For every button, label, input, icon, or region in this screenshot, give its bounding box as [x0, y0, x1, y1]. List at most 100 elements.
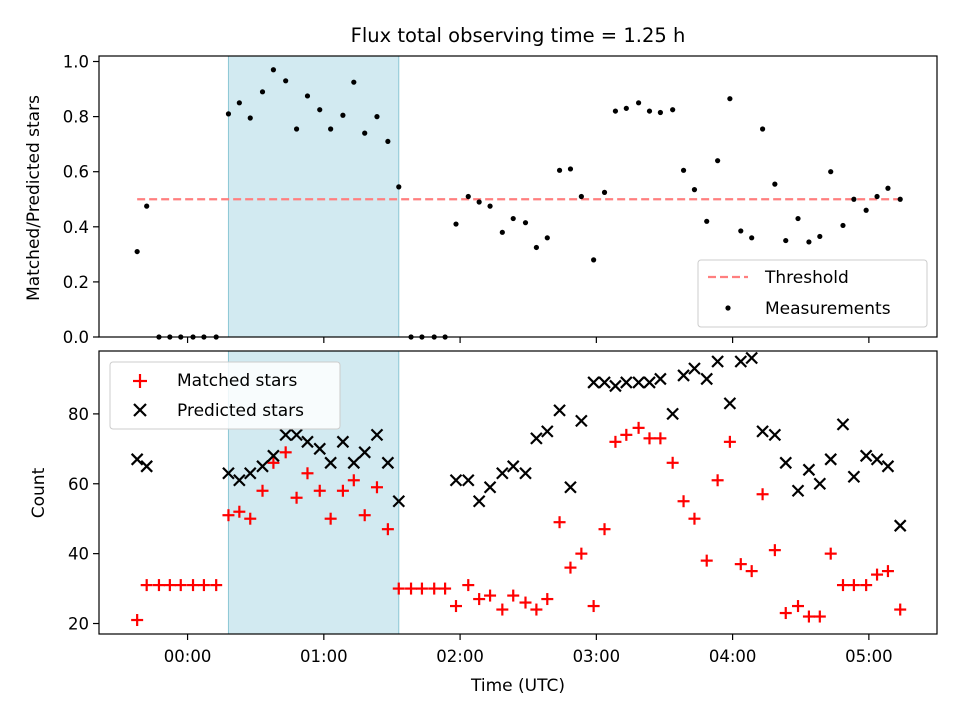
matched-star-point — [336, 484, 349, 497]
predicted-star-point — [324, 456, 337, 470]
matched-star-point — [301, 467, 314, 480]
matched-star-point — [654, 432, 667, 445]
predicted-star-point — [620, 376, 633, 389]
matched-star-point — [222, 509, 235, 522]
matched-star-point — [587, 600, 600, 613]
measurement-point — [340, 112, 346, 118]
matched-star-point — [405, 582, 418, 595]
predicted-star-point — [267, 449, 280, 463]
legend-predicted-swatch — [133, 403, 147, 417]
matched-star-point — [370, 481, 383, 494]
measurement-point — [236, 100, 242, 106]
measurement-point — [396, 184, 402, 190]
top-panel: 0.0 0.2 0.4 0.6 0.8 1.0 Matched/Predicted sta… — [24, 53, 938, 347]
measurement-point — [612, 108, 619, 114]
measurement-point — [351, 79, 357, 85]
matched-star-point — [894, 603, 907, 616]
predicted-star-point — [553, 404, 566, 417]
measurement-point — [715, 158, 721, 164]
legend-predicted-label: Predicted stars — [177, 401, 304, 421]
measurement-point — [499, 229, 505, 235]
matched-star-point — [609, 435, 622, 448]
matched-star-point — [575, 547, 588, 560]
measurement-point — [885, 185, 891, 191]
bottom-y-axis-label: Count — [29, 467, 49, 518]
predicted-star-point — [381, 456, 395, 470]
predicted-star-point — [519, 467, 532, 480]
predicted-star-point — [358, 446, 371, 459]
predicted-star-point — [564, 480, 577, 494]
predicted-star-point — [802, 463, 816, 477]
matched-star-point — [290, 491, 303, 504]
matched-star-point — [244, 512, 257, 525]
measurement-point — [465, 193, 471, 200]
top-y-tick-label: 0.8 — [63, 108, 89, 127]
measurement-point — [385, 138, 391, 145]
predicted-star-point — [711, 355, 724, 368]
top-legend-box — [697, 259, 928, 328]
measurement-point — [759, 126, 766, 132]
matched-star-point — [723, 435, 736, 448]
measurement-point — [828, 169, 834, 175]
predicted-star-point — [745, 351, 758, 365]
measurement-point — [544, 235, 550, 241]
measurement-point — [476, 199, 482, 205]
matched-star-point — [666, 456, 679, 469]
predicted-stars-series — [130, 351, 907, 532]
measurement-point — [247, 115, 253, 121]
matched-star-point — [711, 474, 724, 487]
predicted-star-point — [140, 460, 153, 473]
matched-star-point — [233, 505, 246, 518]
measurement-point — [293, 126, 300, 132]
top-y-tick-label: 0.2 — [63, 273, 89, 292]
measurement-point — [863, 207, 869, 213]
measurement-point — [749, 235, 755, 241]
predicted-star-point — [313, 442, 327, 456]
matched-star-point — [871, 568, 884, 581]
measurement-point — [704, 218, 710, 224]
matched-star-point — [279, 446, 292, 459]
measurement-point — [680, 167, 687, 173]
matched-star-point — [620, 428, 633, 441]
predicted-star-point — [449, 473, 463, 487]
matched-star-point — [462, 579, 475, 592]
predicted-star-point — [632, 376, 645, 389]
figure-title: Flux total observing time = 1.25 h — [351, 24, 686, 47]
matched-star-point — [779, 607, 792, 620]
predicted-star-point — [370, 428, 384, 442]
predicted-star-point — [530, 432, 543, 445]
measurement-point — [840, 222, 846, 229]
matched-star-point — [745, 565, 758, 578]
measurement-point — [591, 257, 597, 263]
measurement-point — [374, 114, 380, 120]
predicted-star-point — [256, 460, 269, 473]
predicted-star-point — [824, 453, 837, 466]
measurement-point — [533, 244, 539, 251]
predicted-star-point — [734, 355, 748, 368]
measurement-point — [795, 215, 801, 222]
matched-star-point — [700, 554, 713, 567]
predicted-star-point — [666, 407, 679, 421]
measurement-point — [522, 220, 529, 226]
predicted-star-point — [643, 376, 656, 389]
predicted-star-point — [791, 484, 805, 498]
bottom-x-tick-label: 02:00 — [436, 647, 484, 666]
bottom-y-tick-label: 20 — [68, 615, 89, 634]
measurement-point — [453, 221, 459, 227]
predicted-star-point — [700, 372, 713, 386]
measurement-point — [304, 93, 311, 99]
predicted-star-point — [870, 453, 884, 466]
matched-star-point — [450, 600, 463, 613]
legend-measurements-swatch — [725, 305, 731, 311]
measurement-point — [657, 109, 663, 116]
predicted-star-point — [847, 470, 861, 484]
bottom-y-ticks: 20 40 60 80 — [68, 405, 99, 634]
bottom-y-tick-label: 80 — [68, 405, 89, 424]
matched-star-point — [530, 603, 543, 616]
matched-star-point — [507, 589, 520, 602]
matched-star-point — [768, 544, 781, 557]
predicted-star-point — [881, 460, 895, 473]
predicted-star-point — [233, 473, 246, 487]
matched-star-point — [131, 614, 144, 627]
